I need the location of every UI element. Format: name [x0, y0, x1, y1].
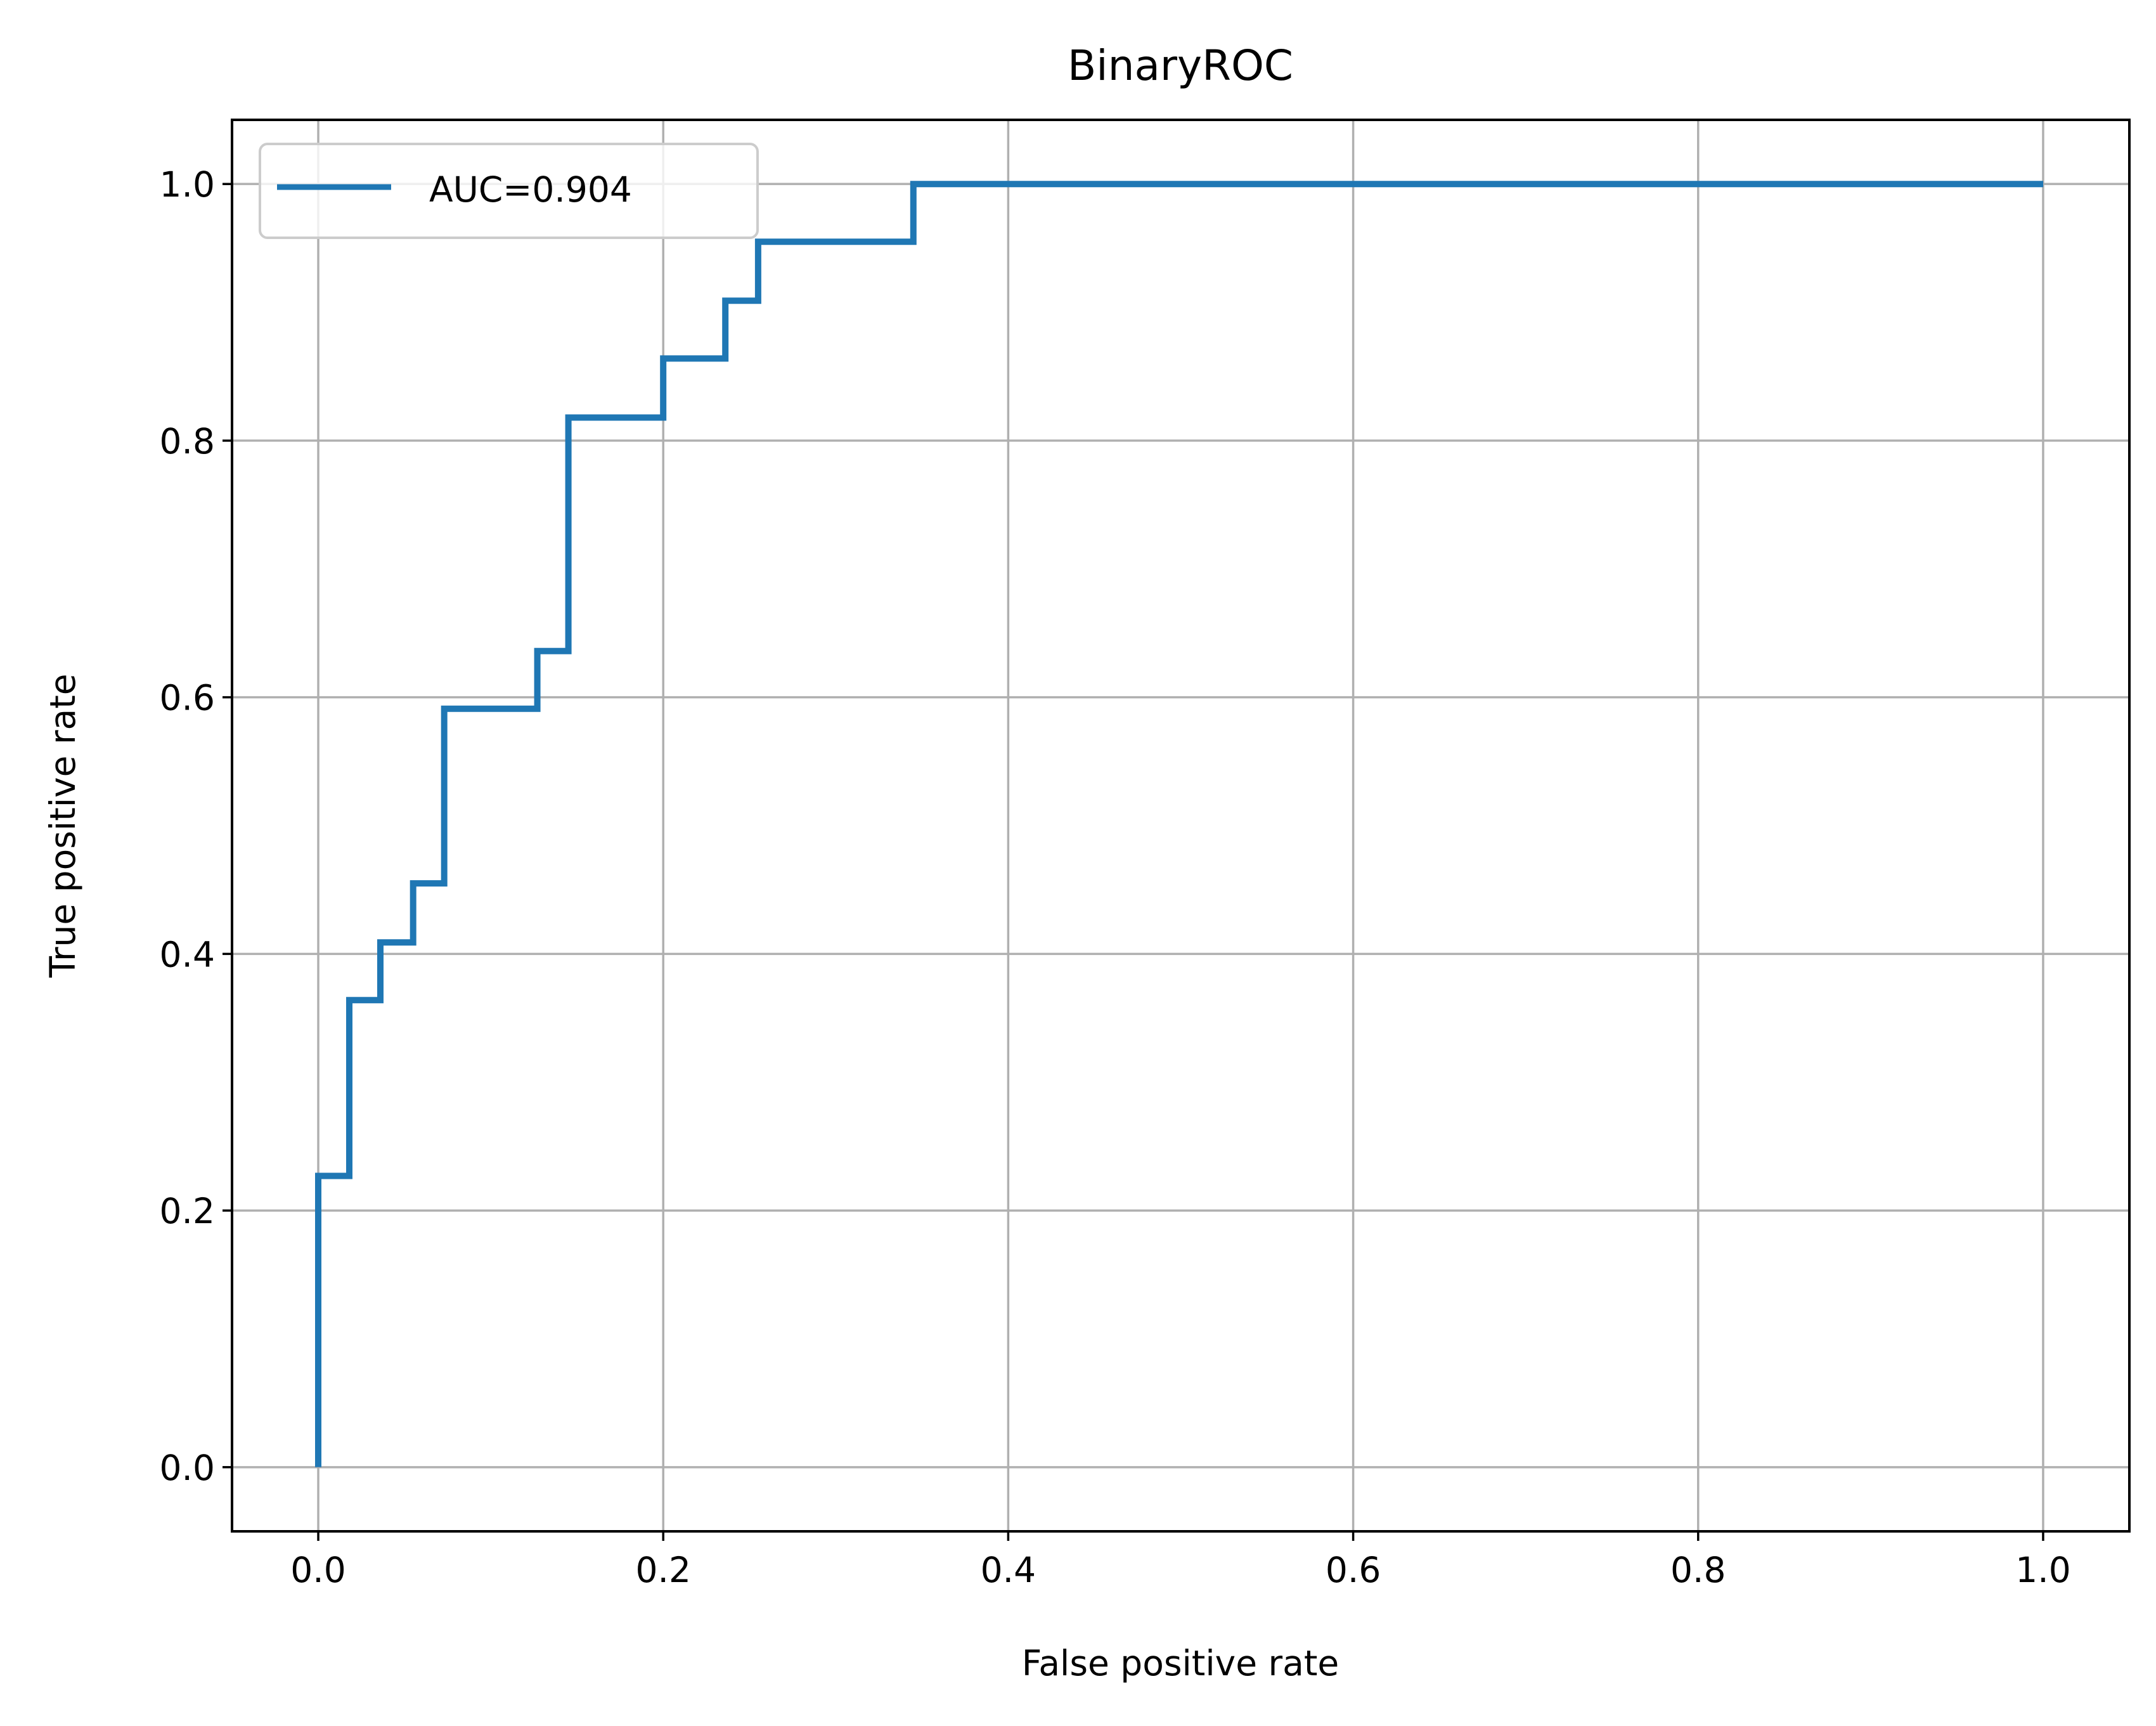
x-tick-label: 0.2 [635, 1550, 690, 1590]
legend-label: AUC=0.904 [429, 169, 632, 210]
roc-curve-line [315, 181, 2043, 1467]
y-axis-label: True positive rate [42, 673, 83, 978]
plot-frame [231, 119, 2131, 1533]
series-layer [315, 181, 2043, 1467]
x-tick-label: 0.4 [981, 1550, 1036, 1590]
legend-box [259, 143, 759, 239]
x-tick-label: 1.0 [2015, 1550, 2070, 1590]
y-tick-label: 0.6 [160, 678, 215, 718]
chart-title: BinaryROC [1068, 41, 1293, 90]
y-tick-label: 0.8 [160, 421, 215, 462]
axis-ticks: 0.0 0.2 0.4 0.6 0.8 1.0 0.0 0.2 0.4 0.6 0.8 1.0 [160, 164, 2071, 1590]
y-tick-label: 0.2 [160, 1191, 215, 1231]
x-tick-label: 0.6 [1326, 1550, 1381, 1590]
x-tick-label: 0.8 [1670, 1550, 1726, 1590]
y-tick-label: 1.0 [160, 164, 215, 205]
x-axis-label: False positive rate [1022, 1643, 1339, 1684]
y-tick-label: 0.4 [160, 934, 215, 975]
y-tick-label: 0.0 [160, 1448, 215, 1488]
x-tick-label: 0.0 [290, 1550, 345, 1590]
legend: AUC=0.904 [259, 143, 759, 239]
